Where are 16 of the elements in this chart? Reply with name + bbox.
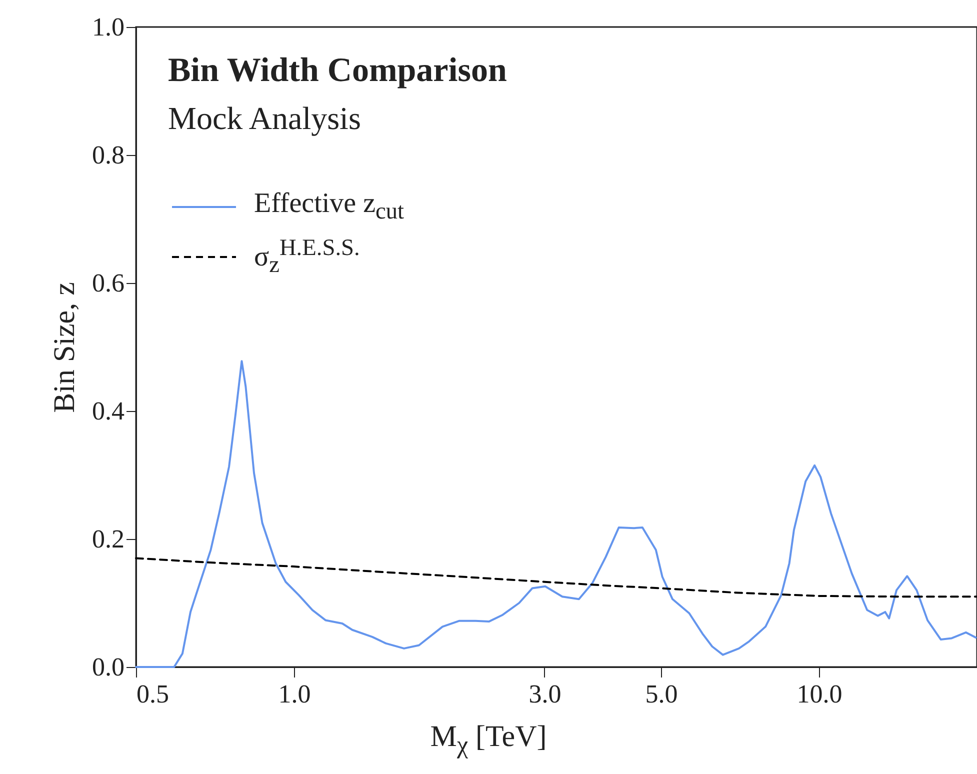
- x-tick-label: 10.0: [796, 680, 842, 708]
- x-axis-title: M$_{χ}$ [TeV]: [429, 720, 548, 760]
- x-tick-label: 5.0: [645, 680, 678, 708]
- y-tick-label: 0.4: [92, 396, 124, 426]
- y-tick-label: 0.0: [92, 652, 124, 682]
- x-tick-label: 1.0: [278, 680, 311, 708]
- y-tick-label: 0.2: [92, 524, 124, 554]
- x-tick-label: 3.0: [528, 680, 562, 708]
- text: Mock Analysis: [168, 100, 361, 137]
- y-axis-title: Bin Size, z: [48, 282, 81, 413]
- y-tick-label: 1.0: [92, 12, 124, 42]
- x-tick-label: 0.5: [136, 680, 169, 708]
- y-tick-label: 0.8: [92, 140, 124, 170]
- text: Bin Width Comparison: [168, 52, 507, 90]
- y-tick-label: 0.6: [92, 268, 124, 298]
- legend-label: Effective z$_{cut}$: [254, 188, 404, 226]
